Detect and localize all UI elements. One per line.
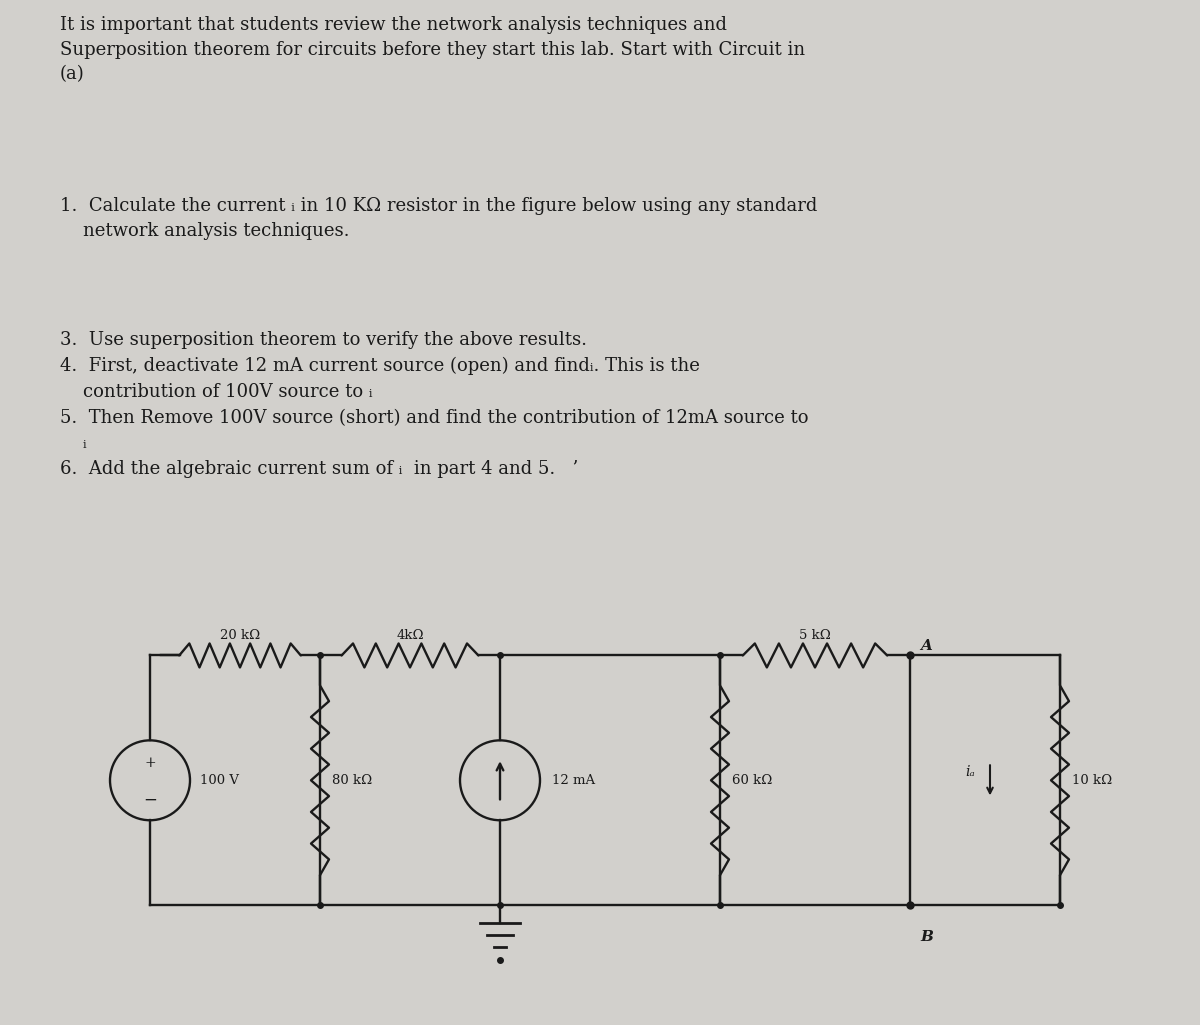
Text: 10 kΩ: 10 kΩ xyxy=(1072,774,1112,787)
Text: 60 kΩ: 60 kΩ xyxy=(732,774,773,787)
Text: +: + xyxy=(144,756,156,771)
Text: 20 kΩ: 20 kΩ xyxy=(220,629,260,643)
Text: 5 kΩ: 5 kΩ xyxy=(799,629,830,643)
Text: 3.  Use superposition theorem to verify the above results.
4.  First, deactivate: 3. Use superposition theorem to verify t… xyxy=(60,331,809,479)
Text: B: B xyxy=(920,930,932,944)
Text: 1.  Calculate the current ᵢ in 10 KΩ resistor in the figure below using any stan: 1. Calculate the current ᵢ in 10 KΩ resi… xyxy=(60,197,817,240)
Text: 100 V: 100 V xyxy=(200,774,239,787)
Text: iₐ: iₐ xyxy=(965,766,974,779)
Text: −: − xyxy=(143,791,157,809)
Text: It is important that students review the network analysis techniques and
Superpo: It is important that students review the… xyxy=(60,15,805,83)
Text: 12 mA: 12 mA xyxy=(552,774,595,787)
Text: 4kΩ: 4kΩ xyxy=(396,629,424,643)
Text: A: A xyxy=(920,640,932,654)
Text: 80 kΩ: 80 kΩ xyxy=(332,774,372,787)
